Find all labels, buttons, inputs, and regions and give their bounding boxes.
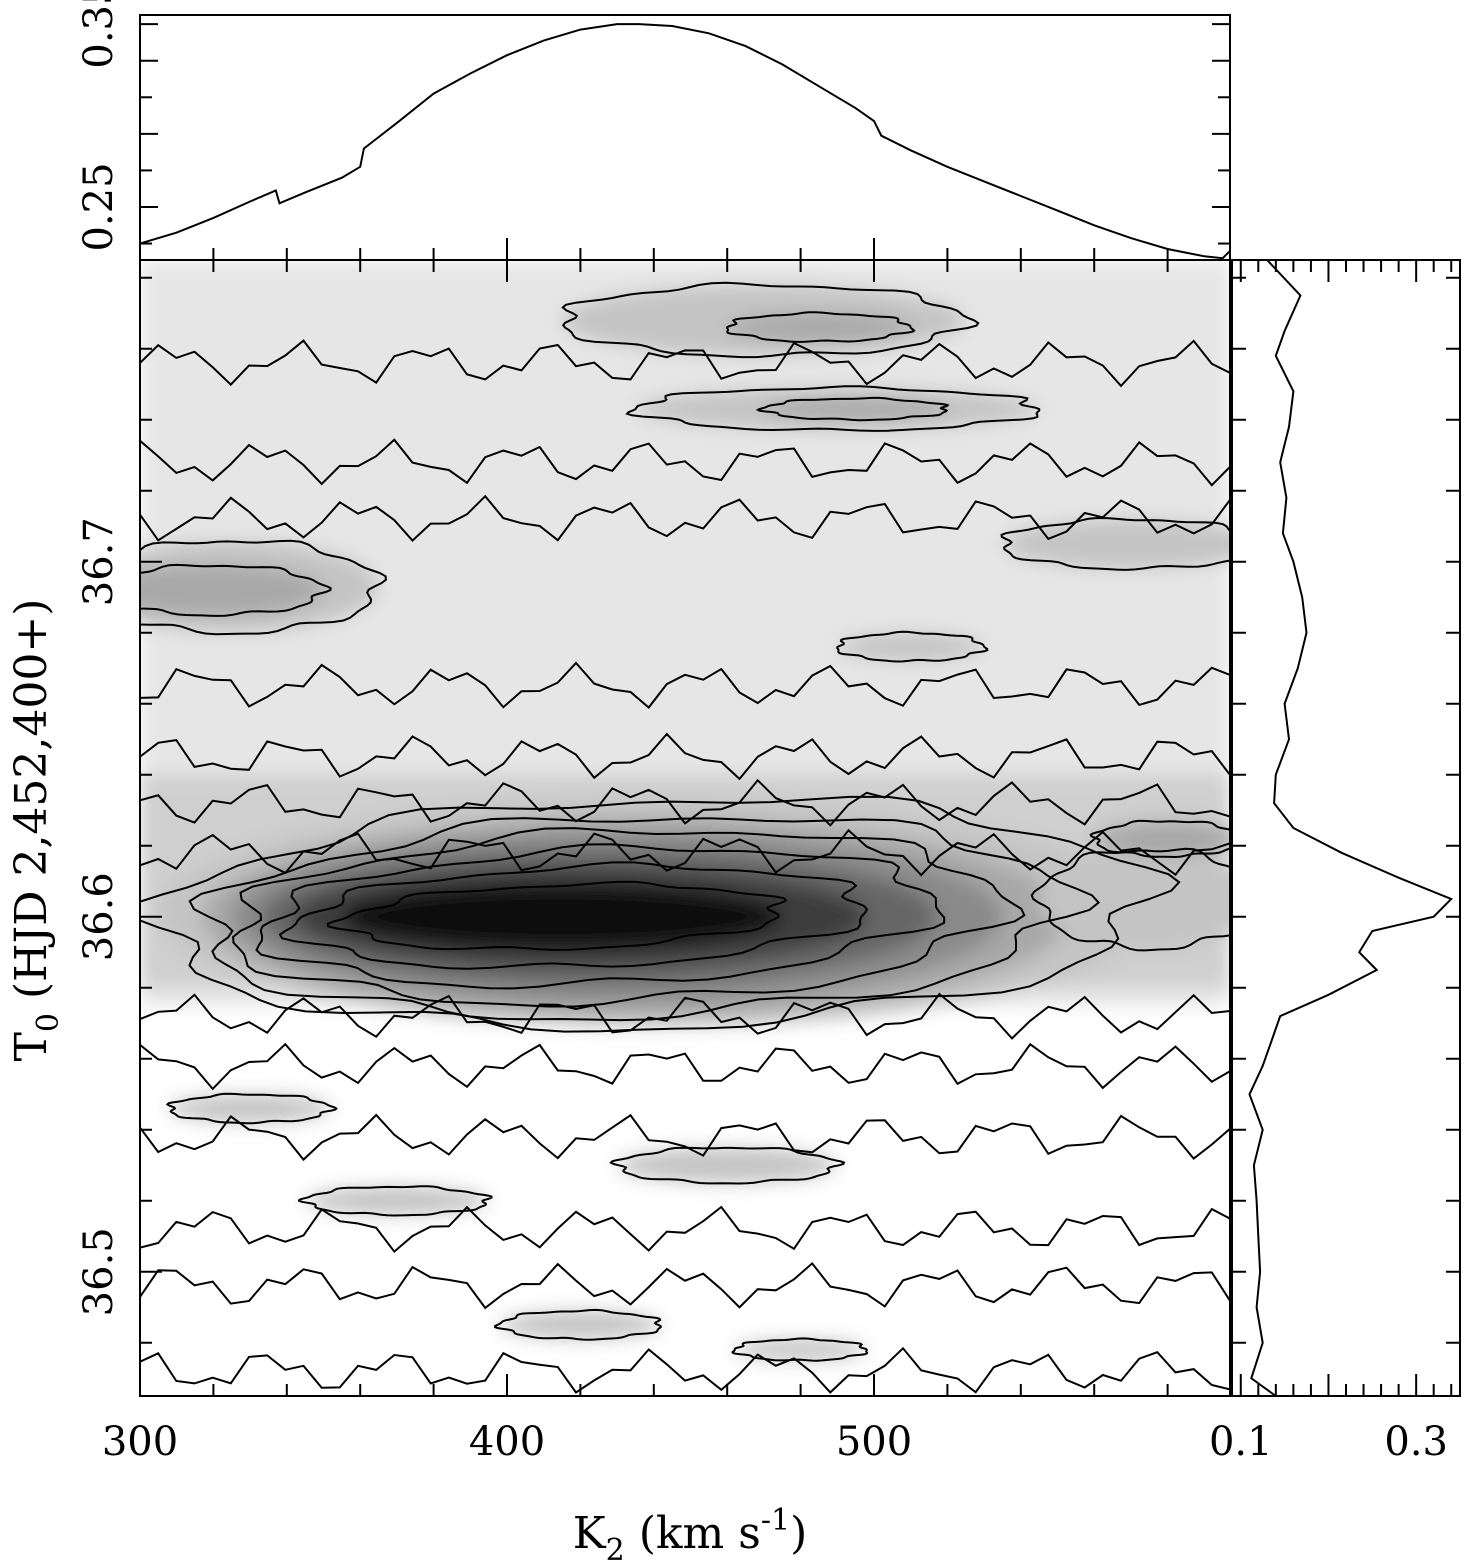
heat-blob-9 bbox=[727, 313, 911, 342]
contour-ring-11 bbox=[755, 396, 950, 422]
contour-band-12 bbox=[140, 1346, 1230, 1394]
top-panel: 0.25 0.35 bbox=[76, 0, 1231, 261]
contour-ring-7 bbox=[140, 563, 332, 617]
right-marginal-curve bbox=[1248, 260, 1453, 1396]
contour-band-3 bbox=[140, 661, 1230, 709]
contour-bands bbox=[140, 339, 1230, 1394]
contour-ring-20 bbox=[165, 1092, 338, 1125]
top-marginal-curve bbox=[140, 23, 1230, 260]
heat-blob-11 bbox=[763, 398, 948, 420]
contour-ring-6 bbox=[140, 539, 387, 636]
heat-blob-18 bbox=[305, 1186, 489, 1215]
contour-band-4 bbox=[140, 732, 1230, 781]
main-panel: 300 400 500 36.5 36.6 36.7 bbox=[76, 259, 1231, 1465]
contour-ring-13 bbox=[1089, 819, 1230, 859]
contour-ring-17 bbox=[494, 1308, 662, 1341]
contour-ring-4 bbox=[278, 861, 869, 970]
contour-band-5 bbox=[140, 778, 1230, 827]
heatmap-fill bbox=[140, 260, 1230, 1361]
top-ticks bbox=[139, 23, 1230, 260]
contour-ring-1 bbox=[188, 817, 1101, 1022]
contour-band-8 bbox=[140, 1042, 1230, 1091]
right-tick-labels: 0.1 0.3 bbox=[1209, 1419, 1448, 1465]
right-panel: 0.1 0.3 bbox=[1209, 259, 1461, 1465]
main-tick-labels: 300 400 500 36.5 36.6 36.7 bbox=[76, 517, 912, 1465]
top-y-tick-label: 0.25 bbox=[76, 162, 122, 251]
contour-band-9 bbox=[140, 1113, 1230, 1162]
y-axis-label: T0 (HJD 2,452,400+) bbox=[6, 599, 66, 1062]
contour-ring-12 bbox=[1030, 847, 1230, 952]
contour-ring-18 bbox=[297, 1185, 493, 1217]
contour-ring-16 bbox=[731, 1337, 869, 1362]
contour-ring-9 bbox=[725, 311, 916, 343]
contour-ring-19 bbox=[609, 1146, 846, 1185]
contour-band-1 bbox=[140, 438, 1230, 487]
heat-blob-20 bbox=[169, 1094, 331, 1123]
contour-ring-3 bbox=[255, 843, 946, 990]
contour-ring-10 bbox=[625, 385, 1041, 432]
y-tick-label: 36.5 bbox=[76, 1227, 122, 1316]
contour-ring-15 bbox=[836, 630, 989, 663]
contour-ring-0 bbox=[140, 795, 1181, 1033]
heat-blob-19 bbox=[617, 1147, 838, 1183]
contour-band-11 bbox=[140, 1261, 1230, 1310]
heat-blob-14 bbox=[1002, 519, 1230, 569]
contour-lines bbox=[140, 281, 1230, 1362]
y-tick-label: 36.7 bbox=[76, 517, 122, 606]
right-frame bbox=[1231, 259, 1461, 1397]
x-tick-label: 500 bbox=[836, 1419, 912, 1465]
contour-ring-14 bbox=[1000, 516, 1230, 571]
heat-blob-5 bbox=[341, 884, 783, 949]
heat-blob-7 bbox=[140, 565, 324, 615]
y-tick-label: 36.6 bbox=[76, 872, 122, 961]
top-tick-labels: 0.25 0.35 bbox=[76, 0, 122, 252]
contour-band-2 bbox=[140, 494, 1230, 543]
contour-band-6 bbox=[140, 828, 1230, 877]
top-frame bbox=[139, 14, 1231, 261]
x-axis-label: K2 (km s-1) bbox=[573, 1503, 807, 1564]
contour-ring-8 bbox=[561, 281, 980, 359]
right-ticks bbox=[1232, 260, 1460, 1396]
x-tick-label: 300 bbox=[102, 1419, 178, 1465]
main-ticks bbox=[139, 260, 1169, 1396]
heat-blob-12 bbox=[1039, 849, 1230, 949]
x-tick-label: 400 bbox=[469, 1419, 545, 1465]
heat-blob-17 bbox=[499, 1310, 662, 1340]
contour-ring-2 bbox=[232, 827, 1026, 1008]
top-y-tick-label: 0.35 bbox=[76, 0, 122, 69]
contour-ring-5 bbox=[326, 880, 788, 951]
heat-blob-16 bbox=[734, 1339, 867, 1361]
contour-band-0 bbox=[140, 339, 1230, 388]
right-x-tick-label: 0.3 bbox=[1384, 1419, 1448, 1465]
heat-blob-15 bbox=[837, 632, 985, 662]
heat-blob-13 bbox=[1094, 820, 1230, 857]
right-x-tick-label: 0.1 bbox=[1209, 1419, 1273, 1465]
